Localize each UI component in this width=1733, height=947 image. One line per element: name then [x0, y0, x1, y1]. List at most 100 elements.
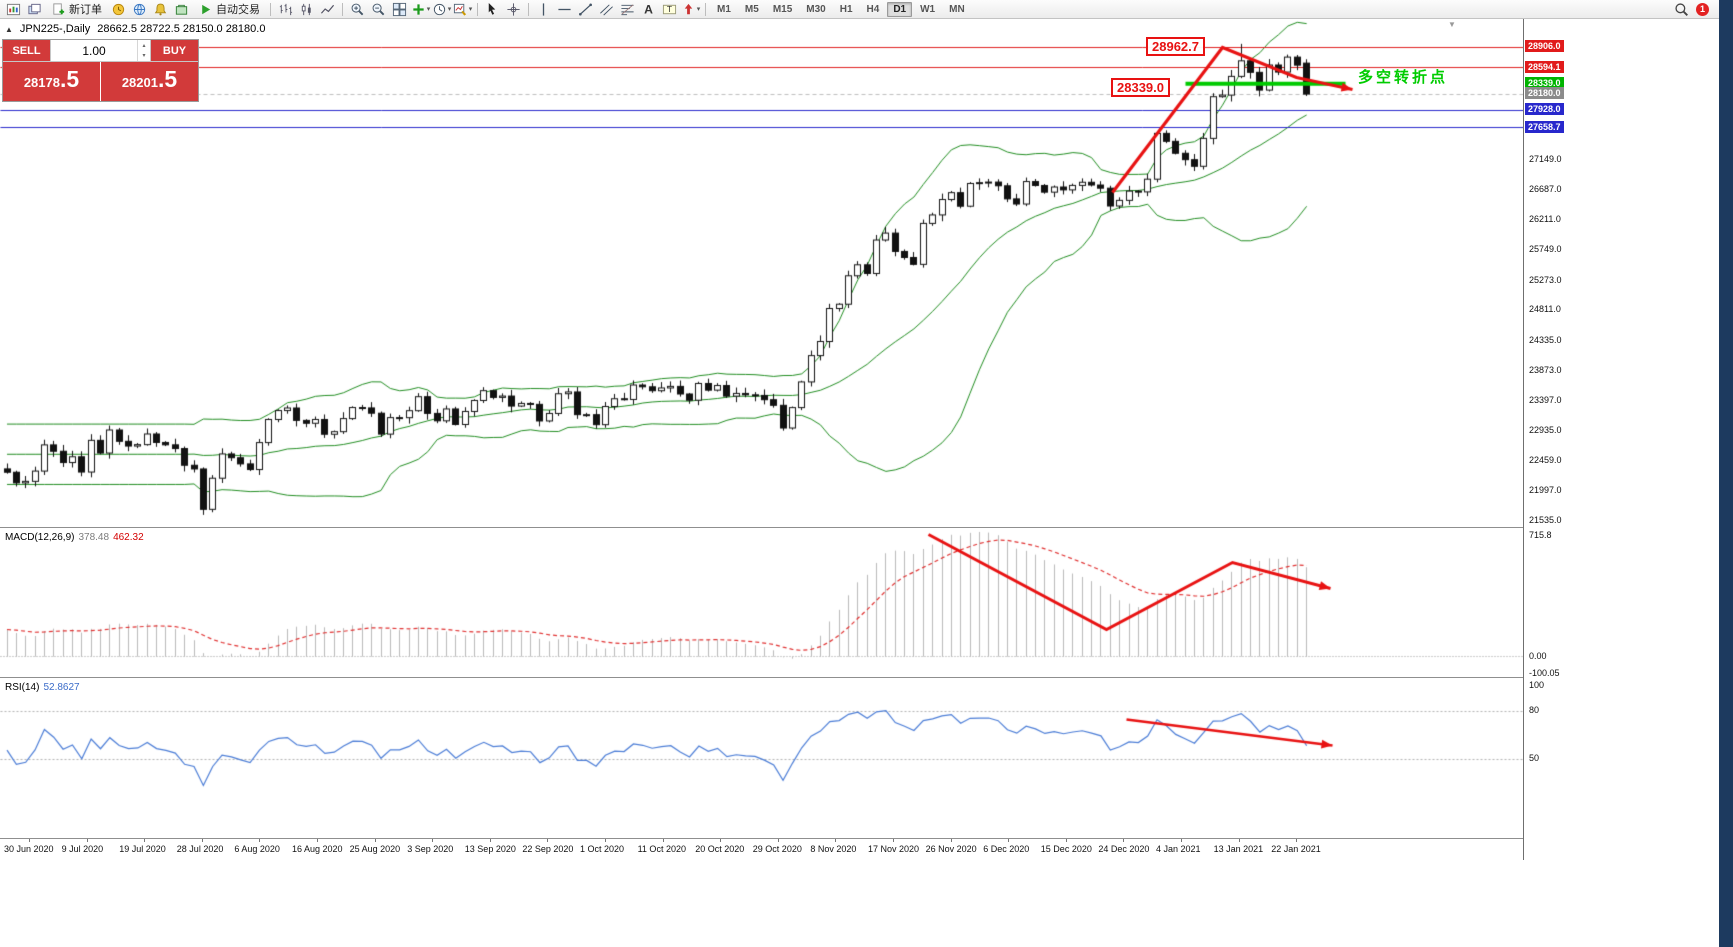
date-label: 26 Nov 2020	[925, 844, 977, 854]
tile-windows-icon[interactable]	[389, 1, 410, 18]
rsi-value: 52.8627	[43, 682, 80, 693]
trendline-icon[interactable]	[575, 1, 596, 18]
history-center-icon[interactable]	[108, 1, 129, 18]
price-tick-label: 25273.0	[1529, 274, 1562, 285]
toolbar-separator	[528, 2, 529, 16]
candle-chart-mode-icon-svg	[301, 3, 311, 15]
line-chart-mode-icon[interactable]	[317, 1, 338, 18]
volume-up-icon[interactable]: ▴	[142, 42, 146, 49]
date-label: 17 Nov 2020	[868, 844, 920, 854]
crosshair-icon-svg	[507, 2, 520, 16]
new-chart-icon[interactable]	[3, 1, 24, 18]
date-tick	[720, 839, 722, 842]
timeframe-m1-button[interactable]: M1	[717, 3, 731, 15]
date-label: 6 Dec 2020	[983, 844, 1030, 854]
volume-down-icon[interactable]: ▾	[142, 53, 146, 60]
alerts-icon-svg	[154, 3, 167, 15]
rsi-scale-label: 50	[1529, 753, 1540, 763]
periods-icon[interactable]: ▾	[431, 1, 452, 18]
bid-price-big-digit: .5	[59, 66, 80, 92]
price-tick-label: 23397.0	[1529, 395, 1562, 406]
news-icon[interactable]	[129, 1, 150, 18]
crosshair-icon[interactable]	[503, 1, 524, 18]
new-order-button[interactable]: 新订单	[45, 1, 108, 18]
chevron-down-icon[interactable]: ▾	[468, 6, 473, 13]
rsi-panel-canvas[interactable]	[0, 679, 1523, 838]
macd-indicator-label: MACD(12,26,9) 378.48 462.32	[5, 532, 144, 543]
price-line-label: 28339.0	[1525, 76, 1564, 89]
market-icon[interactable]	[171, 1, 192, 18]
zoom-in-icon[interactable]	[347, 1, 368, 18]
peak-price-annotation[interactable]: 28962.7	[1146, 37, 1205, 56]
timeframe-m30-button[interactable]: M30	[806, 3, 826, 15]
bar-chart-mode-icon[interactable]	[275, 1, 296, 18]
price-tick-label: 21997.0	[1529, 484, 1562, 495]
timeframe-h1-button[interactable]: H1	[839, 3, 853, 15]
text-icon[interactable]: A	[638, 1, 659, 18]
arrows-icon[interactable]: ▾	[680, 1, 701, 18]
candle-chart-mode-icon[interactable]	[296, 1, 317, 18]
price-tick-label: 21535.0	[1529, 514, 1562, 525]
buy-button[interactable]: BUY	[151, 40, 198, 61]
chart-profiles-icon-svg	[28, 3, 41, 14]
timeframe-mn-button[interactable]: MN	[949, 3, 965, 15]
templates-icon-svg	[453, 3, 466, 16]
price-tick-label: 22935.0	[1529, 424, 1562, 435]
search-icon-svg	[1675, 2, 1688, 16]
macd-panel-canvas[interactable]	[0, 529, 1523, 677]
horizontal-line-icon[interactable]	[554, 1, 575, 18]
one-click-collapse-icon[interactable]: ▲	[5, 24, 13, 34]
indicators-icon[interactable]: ▾	[410, 1, 431, 18]
date-tick	[86, 839, 88, 842]
support-price-annotation[interactable]: 28339.0	[1111, 78, 1170, 97]
chevron-down-icon[interactable]: ▾	[696, 6, 701, 13]
periods-icon-svg	[433, 3, 445, 15]
date-tick	[29, 839, 30, 842]
timeframe-m15-button[interactable]: M15	[772, 3, 793, 15]
auto-trading-button[interactable]: 自动交易	[192, 1, 266, 18]
search-icon[interactable]	[1671, 1, 1692, 18]
date-label: 13 Jan 2021	[1213, 844, 1264, 854]
price-tick-label: 24811.0	[1529, 304, 1561, 315]
volume-input[interactable]: 1.00	[82, 43, 106, 58]
panel-divider[interactable]	[0, 838, 1719, 839]
turning-point-text[interactable]: 多空转折点	[1358, 69, 1449, 86]
date-tick	[662, 839, 664, 842]
date-label: 22 Jan 2021	[1271, 844, 1321, 854]
date-label: 15 Dec 2020	[1040, 844, 1092, 854]
svg-text:A: A	[644, 2, 653, 16]
timeframe-m5-button[interactable]: M5	[744, 3, 759, 15]
date-label: 4 Jan 2021	[1156, 844, 1201, 854]
chart-profiles-icon[interactable]	[24, 1, 45, 18]
volume-stepper: ▴ ▾	[137, 40, 150, 61]
cursor-icon[interactable]	[482, 1, 503, 18]
chevron-down-icon[interactable]: ▾	[426, 6, 431, 13]
equidistant-channel-icon[interactable]	[596, 1, 617, 18]
bid-price-button[interactable]: 28178.5	[3, 62, 101, 101]
ask-price-button[interactable]: 28201.5	[101, 62, 198, 101]
main-chart-canvas[interactable]	[0, 19, 1523, 527]
timeframe-h4-button[interactable]: H4	[866, 3, 880, 15]
fibonacci-icon[interactable]	[617, 1, 638, 18]
vertical-scrollbar[interactable]	[1719, 0, 1733, 947]
notifications-badge[interactable]: 1	[1696, 2, 1709, 16]
date-tick	[950, 839, 952, 842]
sell-button[interactable]: SELL	[3, 40, 50, 61]
panel-divider[interactable]	[0, 527, 1719, 528]
templates-icon[interactable]: ▾	[452, 1, 473, 18]
alerts-icon[interactable]	[150, 1, 171, 18]
date-label: 9 Jul 2020	[61, 844, 104, 854]
zoom-out-icon[interactable]	[368, 1, 389, 18]
new-order-label: 新订单	[69, 4, 102, 16]
timeframe-d1-button[interactable]: D1	[887, 1, 913, 17]
text-label-icon[interactable]: T	[659, 1, 680, 18]
line-chart-mode-icon-svg	[320, 4, 335, 14]
timeframe-w1-button[interactable]: W1	[920, 3, 936, 15]
date-label: 1 Oct 2020	[580, 844, 625, 854]
panel-divider[interactable]	[0, 677, 1719, 678]
chart-symbol-period: JPN225-,Daily	[19, 23, 91, 35]
date-tick	[777, 839, 779, 842]
vertical-line-icon[interactable]	[533, 1, 554, 18]
chevron-down-icon[interactable]: ▾	[447, 6, 452, 13]
